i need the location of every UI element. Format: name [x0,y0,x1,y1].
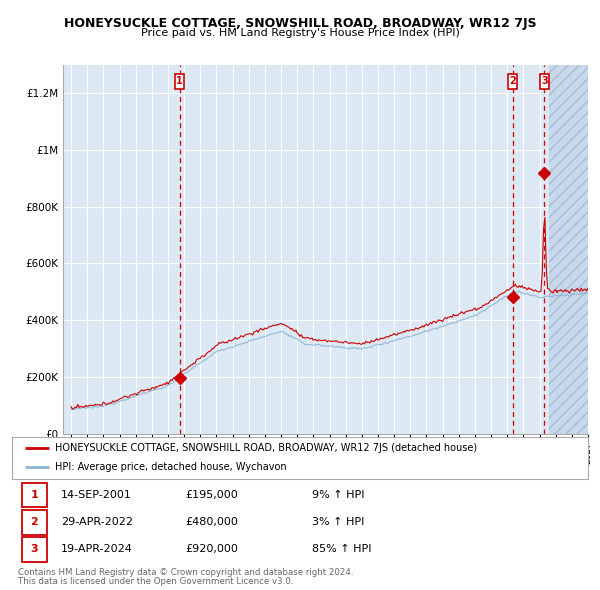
Text: 14-SEP-2001: 14-SEP-2001 [61,490,132,500]
Text: This data is licensed under the Open Government Licence v3.0.: This data is licensed under the Open Gov… [18,577,293,586]
Text: HPI: Average price, detached house, Wychavon: HPI: Average price, detached house, Wych… [55,462,287,472]
Text: 3% ↑ HPI: 3% ↑ HPI [311,517,364,527]
Text: 29-APR-2022: 29-APR-2022 [61,517,133,527]
Text: 2: 2 [31,517,38,527]
FancyBboxPatch shape [22,537,47,562]
Text: 85% ↑ HPI: 85% ↑ HPI [311,545,371,555]
FancyBboxPatch shape [22,510,47,535]
Text: Contains HM Land Registry data © Crown copyright and database right 2024.: Contains HM Land Registry data © Crown c… [18,568,353,576]
FancyBboxPatch shape [508,74,517,89]
Text: 9% ↑ HPI: 9% ↑ HPI [311,490,364,500]
Text: £480,000: £480,000 [185,517,238,527]
Text: 2: 2 [509,77,516,87]
FancyBboxPatch shape [22,483,47,507]
Text: Price paid vs. HM Land Registry's House Price Index (HPI): Price paid vs. HM Land Registry's House … [140,28,460,38]
FancyBboxPatch shape [540,74,549,89]
Text: £920,000: £920,000 [185,545,238,555]
FancyBboxPatch shape [175,74,184,89]
Text: 1: 1 [176,77,183,87]
Text: 1: 1 [31,490,38,500]
Text: 3: 3 [541,77,548,87]
Bar [549,65,588,434]
Text: HONEYSUCKLE COTTAGE, SNOWSHILL ROAD, BROADWAY, WR12 7JS: HONEYSUCKLE COTTAGE, SNOWSHILL ROAD, BRO… [64,17,536,30]
Text: £195,000: £195,000 [185,490,238,500]
Text: HONEYSUCKLE COTTAGE, SNOWSHILL ROAD, BROADWAY, WR12 7JS (detached house): HONEYSUCKLE COTTAGE, SNOWSHILL ROAD, BRO… [55,444,478,454]
Text: 19-APR-2024: 19-APR-2024 [61,545,133,555]
Bar [549,65,588,434]
Text: 3: 3 [31,545,38,555]
